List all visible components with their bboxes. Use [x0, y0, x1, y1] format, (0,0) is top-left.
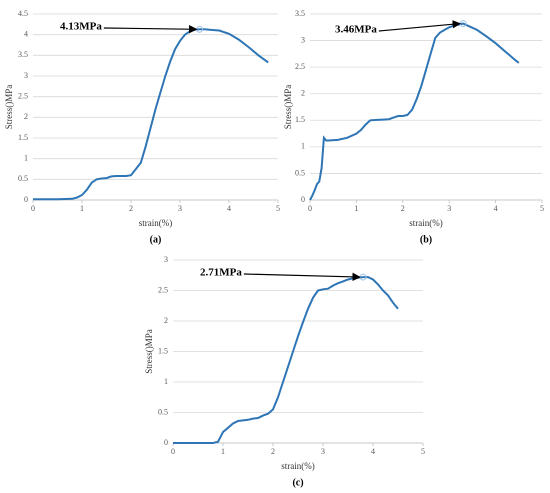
y-tick-label: 4.5 — [18, 9, 28, 18]
annotation-arrow — [378, 20, 461, 32]
y-tick-label: 1.5 — [18, 133, 28, 142]
y-tick-label: 2.5 — [158, 285, 168, 294]
y-tick-label: 2 — [164, 316, 168, 325]
y-tick-label: 2.5 — [295, 62, 305, 71]
x-tick-label: 5 — [276, 204, 280, 213]
x-axis-label: strain(%) — [409, 218, 443, 228]
y-tick-label: 0 — [164, 438, 168, 447]
x-axis-label: strain(%) — [281, 461, 315, 471]
x-tick-label: 4 — [227, 204, 231, 213]
y-tick-label: 3.5 — [295, 9, 305, 18]
y-axis-label: Stress()MPa — [283, 85, 293, 130]
y-tick-label: 0.5 — [295, 168, 305, 177]
x-tick-label: 3 — [321, 447, 325, 456]
y-tick-label: 3 — [24, 71, 28, 80]
y-axis-label: Stress()MPa — [4, 85, 14, 130]
y-tick-label: 2.5 — [18, 91, 28, 100]
x-tick-label: 0 — [171, 447, 175, 456]
data-line — [33, 28, 269, 201]
x-tick-label: 1 — [80, 204, 84, 213]
y-tick-label: 0 — [301, 195, 305, 204]
y-tick-label: 3 — [164, 255, 168, 264]
x-tick-label: 1 — [221, 447, 225, 456]
y-tick-label: 2 — [24, 112, 28, 121]
annotation: 4.13MPa — [60, 21, 102, 33]
y-tick-label: 2 — [301, 89, 305, 98]
annotation-arrow — [103, 24, 198, 34]
panel-label: (a) — [150, 234, 162, 245]
x-tick-label: 2 — [401, 204, 405, 213]
y-tick-label: 3 — [301, 35, 305, 44]
x-tick-label: 2 — [129, 204, 133, 213]
x-tick-label: 0 — [31, 204, 35, 213]
x-tick-label: 3 — [178, 204, 182, 213]
annotation-arrow — [243, 272, 361, 282]
y-axis-label: Stress()MPa — [144, 329, 154, 374]
panel-label: (c) — [292, 477, 303, 488]
y-tick-label: 0.5 — [18, 174, 28, 183]
x-tick-label: 2 — [271, 447, 275, 456]
x-tick-label: 5 — [421, 447, 425, 456]
y-tick-label: 1.5 — [295, 115, 305, 124]
y-tick-label: 4 — [24, 29, 28, 38]
data-line — [309, 22, 520, 201]
x-tick-label: 0 — [308, 204, 312, 213]
y-tick-label: 1 — [164, 377, 168, 386]
y-tick-label: 0.5 — [158, 407, 168, 416]
y-tick-label: 0 — [24, 195, 28, 204]
x-tick-label: 1 — [354, 204, 358, 213]
x-tick-label: 4 — [371, 447, 375, 456]
x-tick-label: 3 — [447, 204, 451, 213]
panel-label: (b) — [420, 234, 432, 245]
y-tick-label: 3.5 — [18, 50, 28, 59]
x-tick-label: 5 — [540, 204, 544, 213]
annotation: 2.71MPa — [200, 267, 242, 279]
y-tick-label: 1 — [24, 153, 28, 162]
x-tick-label: 4 — [494, 204, 498, 213]
y-tick-label: 1 — [301, 142, 305, 151]
y-tick-label: 1.5 — [158, 346, 168, 355]
annotation: 3.46MPa — [335, 24, 377, 36]
x-axis-label: strain(%) — [139, 218, 173, 228]
data-line — [173, 276, 399, 444]
